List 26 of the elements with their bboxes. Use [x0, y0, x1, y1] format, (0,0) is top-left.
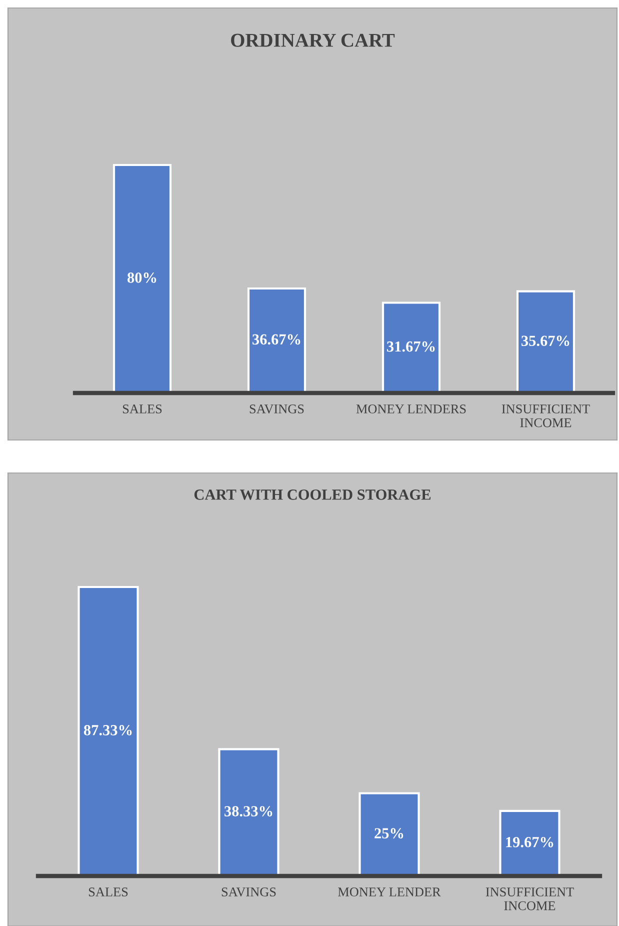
data-label: 36.67% [252, 334, 300, 345]
bar [112, 164, 172, 393]
x-tick-label: MONEY LENDERS [356, 404, 466, 414]
data-label: 87.33% [84, 725, 132, 736]
data-label: 80% [127, 272, 156, 283]
data-label: 35.67% [522, 336, 570, 346]
bar [382, 302, 441, 393]
chart-title: ORDINARY CART [231, 34, 395, 47]
x-tick-label: SAVINGS [250, 404, 304, 414]
x-tick-label: SALES [88, 888, 128, 896]
bar [78, 586, 139, 876]
bar [516, 290, 576, 393]
data-label: 25% [374, 828, 404, 839]
data-label: 19.67% [506, 836, 554, 848]
bar [218, 748, 280, 876]
x-tick-label: INSUFFICIENT INCOME [502, 404, 590, 428]
chart-title: CART WITH COOLED STORAGE [194, 490, 431, 500]
x-tick-label: SALES [122, 404, 162, 414]
bar [358, 792, 420, 876]
data-label: 31.67% [387, 341, 435, 352]
x-tick-label: INSUFFICIENT INCOME [486, 888, 574, 910]
data-label: 38.33% [224, 806, 272, 816]
bar [247, 287, 306, 393]
x-tick-label: SAVINGS [222, 888, 276, 896]
bar [499, 810, 560, 876]
x-tick-label: MONEY LENDER [338, 888, 441, 896]
